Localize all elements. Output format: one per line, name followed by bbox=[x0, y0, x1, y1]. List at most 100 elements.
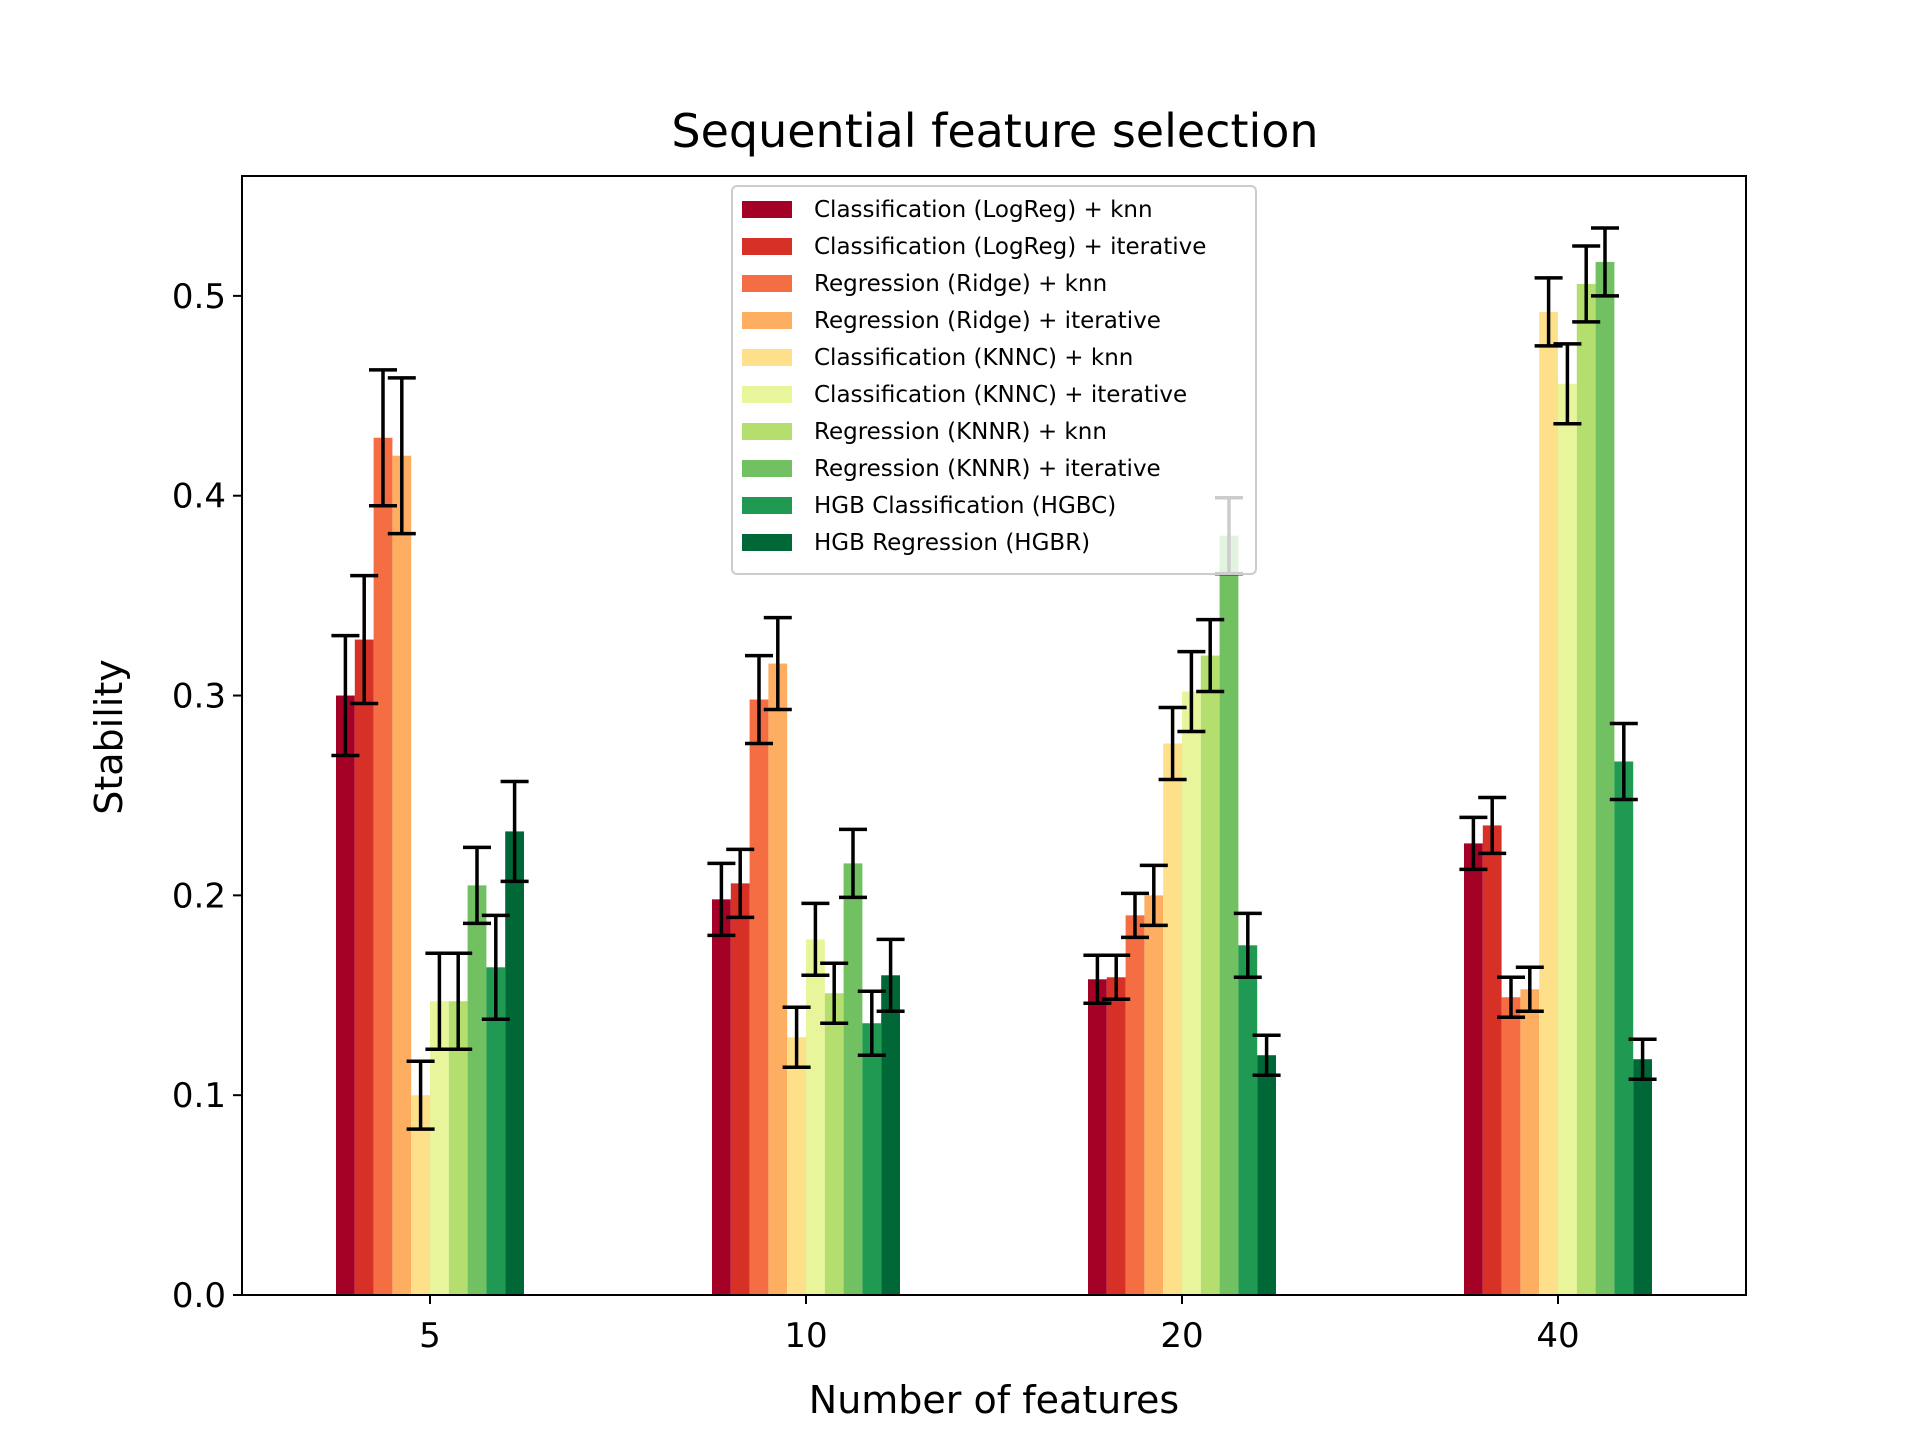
legend-swatch bbox=[742, 460, 792, 477]
bar bbox=[1482, 825, 1502, 1295]
series-4 bbox=[392, 455, 1540, 1295]
legend-swatch bbox=[742, 423, 792, 440]
legend-item: Regression (KNNR) + iterative bbox=[742, 456, 1161, 482]
bar bbox=[1144, 895, 1164, 1295]
bar bbox=[862, 1023, 882, 1295]
bar bbox=[430, 1001, 449, 1295]
bar bbox=[467, 885, 487, 1295]
series-9 bbox=[486, 761, 1634, 1295]
error-bars-series-5 bbox=[406, 276, 1563, 1131]
bar bbox=[336, 695, 355, 1295]
legend-box bbox=[731, 185, 1257, 575]
bar bbox=[411, 1095, 430, 1295]
plot-frame bbox=[241, 175, 1747, 1296]
bar bbox=[806, 939, 825, 1295]
y-axis-label: Stability bbox=[87, 659, 131, 815]
bar bbox=[373, 437, 393, 1295]
legend-label: HGB Classification (HGBC) bbox=[814, 493, 1116, 519]
bar bbox=[1633, 1059, 1652, 1295]
bar bbox=[1238, 945, 1258, 1295]
plot-area bbox=[331, 226, 1657, 1296]
bar bbox=[1219, 535, 1239, 1295]
legend-item: Classification (LogReg) + knn bbox=[742, 197, 1153, 223]
legend-swatch bbox=[742, 238, 792, 255]
series-3 bbox=[373, 437, 1521, 1295]
bar bbox=[843, 863, 863, 1295]
error-bars-series-10 bbox=[500, 779, 1657, 1081]
legend-label: Classification (LogReg) + iterative bbox=[814, 234, 1206, 260]
legend-item: HGB Regression (HGBR) bbox=[742, 530, 1090, 556]
y-tick-label: 0.1 bbox=[172, 1076, 226, 1116]
x-tick-label: 40 bbox=[1536, 1316, 1579, 1356]
bar bbox=[1614, 761, 1634, 1295]
legend-swatch bbox=[742, 349, 792, 366]
legend-label: Regression (Ridge) + knn bbox=[814, 271, 1107, 297]
legend-swatch bbox=[742, 497, 792, 514]
y-tick-label: 0.4 bbox=[172, 477, 226, 517]
x-tick-label: 10 bbox=[784, 1316, 827, 1356]
legend-swatch bbox=[742, 534, 792, 551]
bar bbox=[1464, 843, 1483, 1295]
bar bbox=[712, 899, 731, 1295]
error-bars-series-2 bbox=[350, 573, 1507, 1002]
y-tick-label: 0.0 bbox=[172, 1276, 226, 1316]
bar bbox=[1576, 283, 1596, 1295]
legend-label: Regression (KNNR) + knn bbox=[814, 419, 1107, 445]
series-2 bbox=[354, 639, 1502, 1295]
bar bbox=[392, 455, 412, 1295]
legend-label: HGB Regression (HGBR) bbox=[814, 530, 1090, 556]
legend: Classification (LogReg) + knn Classificat… bbox=[731, 185, 1257, 575]
series-1 bbox=[336, 695, 1483, 1295]
bar bbox=[354, 639, 374, 1295]
legend-label: Classification (KNNC) + knn bbox=[814, 345, 1133, 371]
error-bars-series-9 bbox=[481, 721, 1638, 1057]
bar bbox=[749, 699, 769, 1295]
legend-label: Classification (KNNC) + iterative bbox=[814, 382, 1187, 408]
bar bbox=[1558, 383, 1577, 1295]
axes: 0.0 0.1 0.2 0.3 0.4 0.5 5 10 20 40 bbox=[172, 277, 1580, 1356]
legend-label: Classification (LogReg) + knn bbox=[814, 197, 1153, 223]
bar bbox=[1125, 915, 1145, 1295]
bar bbox=[1595, 261, 1615, 1295]
series-5 bbox=[411, 311, 1558, 1296]
legend-label: Regression (Ridge) + iterative bbox=[814, 308, 1161, 334]
legend-item: Regression (KNNR) + knn bbox=[742, 419, 1107, 445]
series-6 bbox=[430, 383, 1577, 1295]
bar bbox=[1163, 743, 1182, 1295]
x-tick-label: 20 bbox=[1160, 1316, 1203, 1356]
legend-item: Classification (LogReg) + iterative bbox=[742, 234, 1206, 260]
bar bbox=[768, 663, 788, 1295]
legend-item: Classification (KNNC) + iterative bbox=[742, 382, 1187, 408]
bar bbox=[1539, 311, 1558, 1296]
legend-item: Regression (Ridge) + iterative bbox=[742, 308, 1161, 334]
bar bbox=[1501, 997, 1521, 1295]
bar bbox=[505, 831, 524, 1295]
y-tick-label: 0.5 bbox=[172, 277, 226, 317]
x-tick-label: 5 bbox=[419, 1316, 441, 1356]
legend-item: Regression (Ridge) + knn bbox=[742, 271, 1107, 297]
bar bbox=[448, 1001, 468, 1295]
legend-swatch bbox=[742, 201, 792, 218]
error-bars-series-4 bbox=[387, 376, 1544, 1014]
y-tick-label: 0.2 bbox=[172, 876, 226, 916]
bar bbox=[1106, 977, 1126, 1295]
bar bbox=[1200, 655, 1220, 1295]
x-axis-label: Number of features bbox=[809, 1378, 1179, 1422]
error-bars-series-1 bbox=[331, 633, 1488, 1006]
legend-swatch bbox=[742, 312, 792, 329]
series-8 bbox=[467, 261, 1615, 1295]
series-10 bbox=[505, 831, 1652, 1295]
error-bars-series-7 bbox=[444, 244, 1601, 1051]
bar bbox=[486, 967, 506, 1295]
legend-swatch bbox=[742, 386, 792, 403]
bar bbox=[824, 993, 844, 1295]
legend-item: Classification (KNNC) + knn bbox=[742, 345, 1133, 371]
chart-title: Sequential feature selection bbox=[671, 104, 1318, 158]
bar bbox=[1257, 1055, 1276, 1295]
y-tick-label: 0.3 bbox=[172, 677, 226, 717]
error-bars-series-3 bbox=[369, 368, 1525, 1019]
bar bbox=[881, 975, 900, 1295]
series-7 bbox=[448, 283, 1596, 1295]
legend-item: HGB Classification (HGBC) bbox=[742, 493, 1116, 519]
